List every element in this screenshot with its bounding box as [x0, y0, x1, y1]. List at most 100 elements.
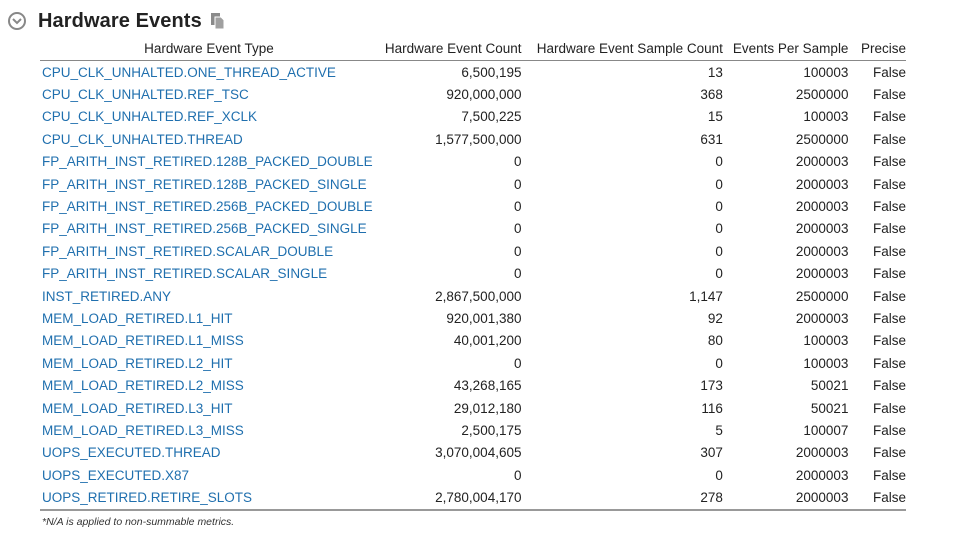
- events-per-sample-cell: 50021: [810, 400, 849, 416]
- events-per-sample-cell: 2000003: [795, 490, 849, 506]
- event-type-cell: FP_ARITH_INST_RETIRED.256B_PACKED_DOUBLE: [40, 195, 376, 217]
- table-header-row: Hardware Event Type Hardware Event Count…: [40, 36, 906, 61]
- precise-cell: False: [872, 87, 906, 103]
- sample-count-cell: 80: [707, 333, 723, 349]
- precise-cell: False: [872, 355, 906, 371]
- event-count-cell: 920,001,380: [446, 310, 522, 326]
- precise-cell: False: [872, 490, 906, 506]
- events-per-sample-cell: 2000003: [795, 176, 849, 192]
- event-type-link[interactable]: UOPS_EXECUTED.THREAD: [42, 445, 221, 461]
- table-row: FP_ARITH_INST_RETIRED.256B_PACKED_SINGLE…: [40, 218, 906, 240]
- event-type-link[interactable]: FP_ARITH_INST_RETIRED.128B_PACKED_SINGLE: [42, 176, 367, 192]
- event-type-cell: MEM_LOAD_RETIRED.L2_MISS: [40, 374, 376, 396]
- events-per-sample-cell: 2000003: [795, 266, 849, 282]
- event-type-link[interactable]: MEM_LOAD_RETIRED.L2_HIT: [42, 355, 233, 371]
- precise-cell: False: [872, 333, 906, 349]
- event-type-link[interactable]: FP_ARITH_INST_RETIRED.SCALAR_DOUBLE: [42, 243, 334, 259]
- event-count-cell: 6,500,195: [461, 64, 522, 80]
- event-type-link[interactable]: INST_RETIRED.ANY: [42, 288, 172, 304]
- event-count-cell: 0: [513, 355, 522, 371]
- table-row: MEM_LOAD_RETIRED.L2_MISS 43,268,165 173 500…: [40, 374, 906, 396]
- event-type-link[interactable]: UOPS_RETIRED.RETIRE_SLOTS: [42, 490, 253, 506]
- event-type-link[interactable]: FP_ARITH_INST_RETIRED.256B_PACKED_DOUBLE: [42, 199, 373, 215]
- events-per-sample-cell: 2500000: [795, 288, 849, 304]
- sample-count-cell: 5: [715, 422, 723, 438]
- events-per-sample-cell: 2500000: [795, 131, 849, 147]
- events-per-sample-cell: 100003: [803, 333, 849, 349]
- event-type-link[interactable]: MEM_LOAD_RETIRED.L3_HIT: [42, 400, 233, 416]
- table-row: CPU_CLK_UNHALTED.THREAD 1,577,500,000 631 2…: [40, 128, 906, 150]
- event-type-link[interactable]: CPU_CLK_UNHALTED.THREAD: [42, 131, 243, 147]
- event-type-cell: FP_ARITH_INST_RETIRED.128B_PACKED_SINGLE: [40, 173, 376, 195]
- sample-count-cell: 0: [715, 221, 723, 237]
- event-count-cell: 0: [513, 176, 522, 192]
- sample-count-cell: 0: [715, 176, 723, 192]
- column-header-events-per-sample[interactable]: Events Per Sample: [732, 40, 849, 56]
- sample-count-cell: 92: [707, 310, 723, 326]
- sample-count-cell: 631: [700, 131, 723, 147]
- event-type-link[interactable]: FP_ARITH_INST_RETIRED.128B_PACKED_DOUBLE: [42, 154, 373, 170]
- event-type-link[interactable]: MEM_LOAD_RETIRED.L1_MISS: [42, 333, 244, 349]
- event-count-cell: 0: [513, 243, 522, 259]
- event-type-link[interactable]: MEM_LOAD_RETIRED.L1_HIT: [42, 310, 233, 326]
- events-per-sample-cell: 100003: [803, 64, 849, 80]
- event-type-link[interactable]: CPU_CLK_UNHALTED.REF_TSC: [42, 87, 249, 103]
- events-per-sample-cell: 100003: [803, 355, 849, 371]
- event-type-link[interactable]: MEM_LOAD_RETIRED.L2_MISS: [42, 378, 244, 394]
- sample-count-cell: 1,147: [689, 288, 723, 304]
- precise-cell: False: [872, 131, 906, 147]
- column-header-precise[interactable]: Precise: [860, 40, 906, 56]
- events-per-sample-cell: 2000003: [795, 310, 849, 326]
- table-row: INST_RETIRED.ANY 2,867,500,000 1,147 250000…: [40, 285, 906, 307]
- sample-count-cell: 368: [700, 87, 723, 103]
- event-count-cell: 0: [513, 221, 522, 237]
- event-type-cell: MEM_LOAD_RETIRED.L3_MISS: [40, 419, 376, 441]
- copy-icon[interactable]: [210, 12, 226, 30]
- precise-cell: False: [872, 288, 906, 304]
- event-count-cell: 920,000,000: [446, 87, 522, 103]
- event-type-cell: MEM_LOAD_RETIRED.L2_HIT: [40, 352, 376, 374]
- column-header-event-count[interactable]: Hardware Event Count: [384, 40, 522, 56]
- event-type-cell: FP_ARITH_INST_RETIRED.SCALAR_DOUBLE: [40, 240, 376, 262]
- column-header-event-type[interactable]: Hardware Event Type: [144, 40, 274, 56]
- events-per-sample-cell: 2500000: [795, 87, 849, 103]
- sample-count-cell: 307: [700, 445, 723, 461]
- event-count-cell: 0: [513, 199, 522, 215]
- precise-cell: False: [872, 378, 906, 394]
- events-per-sample-cell: 2000003: [795, 445, 849, 461]
- event-type-cell: UOPS_EXECUTED.THREAD: [40, 442, 376, 464]
- event-type-link[interactable]: FP_ARITH_INST_RETIRED.256B_PACKED_SINGLE: [42, 221, 367, 237]
- table-row: MEM_LOAD_RETIRED.L1_MISS 40,001,200 80 1000…: [40, 330, 906, 352]
- sample-count-cell: 0: [715, 266, 723, 282]
- event-type-link[interactable]: MEM_LOAD_RETIRED.L3_MISS: [42, 422, 244, 438]
- table-row: MEM_LOAD_RETIRED.L3_HIT 29,012,180 116 5002…: [40, 397, 906, 419]
- event-count-cell: 1,577,500,000: [435, 131, 522, 147]
- event-type-link[interactable]: UOPS_EXECUTED.X87: [42, 467, 190, 483]
- column-header-sample-count[interactable]: Hardware Event Sample Count: [536, 40, 723, 56]
- event-type-cell: CPU_CLK_UNHALTED.REF_TSC: [40, 83, 376, 105]
- precise-cell: False: [872, 176, 906, 192]
- event-count-cell: 2,780,004,170: [435, 490, 522, 506]
- precise-cell: False: [872, 400, 906, 416]
- event-type-cell: FP_ARITH_INST_RETIRED.256B_PACKED_SINGLE: [40, 218, 376, 240]
- event-type-link[interactable]: FP_ARITH_INST_RETIRED.SCALAR_SINGLE: [42, 266, 328, 282]
- event-count-cell: 0: [513, 154, 522, 170]
- event-type-link[interactable]: CPU_CLK_UNHALTED.REF_XCLK: [42, 109, 258, 125]
- events-per-sample-cell: 2000003: [795, 243, 849, 259]
- precise-cell: False: [872, 199, 906, 215]
- table-row: UOPS_RETIRED.RETIRE_SLOTS 2,780,004,170 27…: [40, 486, 906, 510]
- table-row: MEM_LOAD_RETIRED.L2_HIT 0 0 100003 False: [40, 352, 906, 374]
- event-count-cell: 0: [513, 266, 522, 282]
- event-count-cell: 40,001,200: [453, 333, 522, 349]
- event-type-link[interactable]: CPU_CLK_UNHALTED.ONE_THREAD_ACTIVE: [42, 64, 336, 80]
- hardware-events-table: Hardware Event Type Hardware Event Count…: [40, 36, 906, 511]
- table-row: FP_ARITH_INST_RETIRED.SCALAR_DOUBLE 0 0 200…: [40, 240, 906, 262]
- precise-cell: False: [872, 154, 906, 170]
- event-count-cell: 2,500,175: [461, 422, 522, 438]
- table-row: UOPS_EXECUTED.THREAD 3,070,004,605 307 2000…: [40, 442, 906, 464]
- events-per-sample-cell: 2000003: [795, 221, 849, 237]
- sample-count-cell: 0: [715, 243, 723, 259]
- precise-cell: False: [872, 467, 906, 483]
- sample-count-cell: 116: [701, 400, 723, 416]
- chevron-down-circle-icon[interactable]: [8, 12, 26, 30]
